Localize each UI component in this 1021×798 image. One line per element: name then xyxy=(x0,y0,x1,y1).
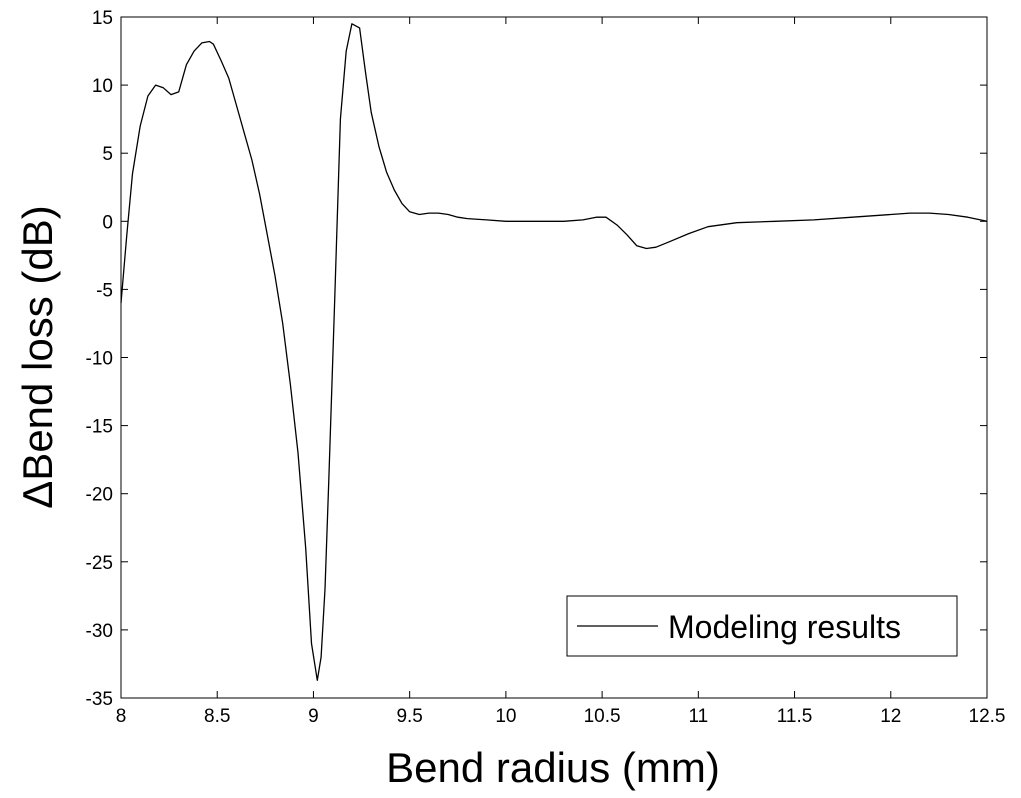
x-axis-title: Bend radius (mm) xyxy=(386,744,720,791)
x-tick-label: 8.5 xyxy=(204,706,230,727)
series-layer xyxy=(120,23,988,681)
x-tick-label: 12.5 xyxy=(969,706,1006,727)
x-tick-label: 8 xyxy=(116,706,127,727)
y-tick-label: -10 xyxy=(86,349,113,370)
y-tick-label: -30 xyxy=(86,621,113,642)
x-tick-label: 11.5 xyxy=(777,706,813,727)
y-tick-label: -35 xyxy=(86,689,113,710)
y-tick-label: 0 xyxy=(102,212,113,233)
y-tick-label: 5 xyxy=(102,144,113,165)
y-tick-label: 10 xyxy=(92,76,113,97)
y-axis-title: ΔBend loss (dB) xyxy=(14,205,61,509)
x-tick-label: 10 xyxy=(495,706,516,727)
y-tick-label: -15 xyxy=(86,417,113,438)
series-line-0 xyxy=(120,23,988,681)
y-tick-label: 15 xyxy=(92,8,113,29)
x-tick-label: 9.5 xyxy=(396,706,422,727)
legend: Modeling results xyxy=(566,595,958,657)
x-tick-label: 10.5 xyxy=(584,706,621,727)
y-tick-label: -25 xyxy=(86,553,113,574)
y-tick-label: -20 xyxy=(86,485,113,506)
x-tick-label: 11 xyxy=(688,706,708,727)
x-tick-label: 12 xyxy=(880,706,901,727)
x-tick-label: 9 xyxy=(308,706,319,727)
legend-label: Modeling results xyxy=(668,609,901,645)
y-tick-label: -5 xyxy=(96,280,113,301)
axes-layer: 8 8.5 9 9.5 10 10.5 11 11.5 12 12.5 15 10 5 0 -5 -10 -15… xyxy=(86,8,1006,727)
plot-area xyxy=(121,17,987,698)
